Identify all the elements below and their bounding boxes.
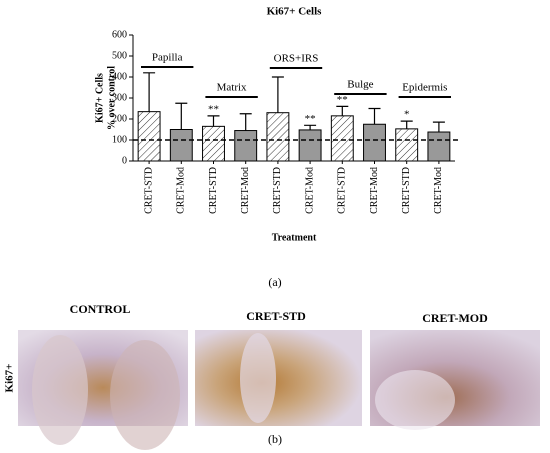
- x-tick-label: CRET-Mod: [433, 167, 444, 214]
- x-tick-label: CRET-STD: [143, 167, 154, 214]
- x-tick-label: CRET-STD: [337, 167, 348, 214]
- bar: [363, 123, 386, 162]
- column-label: CRET-MOD: [422, 311, 488, 325]
- group-label: Bulge: [347, 79, 373, 91]
- bar: [330, 115, 354, 162]
- y-tick-label: 0: [122, 155, 127, 166]
- bar: [234, 130, 258, 162]
- significance: **: [337, 94, 348, 106]
- significance: **: [208, 103, 219, 115]
- row-label: Ki67+: [4, 364, 16, 393]
- y-tick-label: 500: [112, 50, 127, 61]
- y-tick-label: 100: [112, 134, 127, 145]
- group-label: Epidermis: [402, 82, 447, 94]
- bar: [266, 112, 290, 162]
- x-tick-label: CRET-STD: [401, 167, 412, 214]
- chart-title: Ki67+ Cells: [267, 6, 323, 18]
- significance: **: [305, 113, 316, 125]
- y-tick-label: 200: [112, 113, 127, 124]
- error-bar: [336, 105, 349, 116]
- group-label: ORS+IRS: [274, 53, 319, 65]
- x-tick-label: CRET-Mod: [176, 167, 187, 214]
- error-bar: [271, 76, 284, 113]
- bar: [298, 129, 322, 162]
- bar: [169, 129, 193, 162]
- error-bar: [239, 113, 252, 131]
- significance: *: [404, 109, 410, 121]
- error-bar: [400, 120, 413, 129]
- y-axis-label: % over control: [106, 66, 117, 130]
- y-tick-label: 300: [112, 92, 127, 103]
- error-bar: [304, 124, 317, 130]
- bar: [395, 128, 419, 162]
- x-tick-label: CRET-Mod: [240, 167, 251, 214]
- bar: [202, 125, 225, 162]
- x-tick-label: CRET-Mod: [369, 167, 380, 214]
- panel-label: (a): [268, 275, 281, 289]
- y-axis-label: Ki67+ Cells: [94, 73, 105, 123]
- error-bar: [432, 121, 445, 133]
- bar: [137, 111, 161, 162]
- panel-label: (b): [268, 432, 282, 446]
- column-label: CRET-STD: [246, 309, 306, 323]
- y-tick-label: 400: [112, 71, 127, 82]
- error-bar: [175, 102, 188, 130]
- x-tick-label: CRET-STD: [272, 167, 283, 214]
- bar: [427, 131, 451, 162]
- error-bar: [368, 107, 381, 125]
- error-bar: [207, 115, 220, 127]
- micrographs: [18, 330, 540, 450]
- x-tick-label: CRET-STD: [208, 167, 219, 214]
- micrograph: [195, 330, 362, 426]
- column-label: CONTROL: [70, 302, 131, 316]
- y-tick-label: 600: [112, 29, 127, 40]
- error-bar: [143, 72, 156, 112]
- x-axis-label: Treatment: [272, 232, 317, 243]
- group-label: Papilla: [152, 52, 183, 64]
- x-tick-label: CRET-Mod: [304, 167, 315, 214]
- group-label: Matrix: [217, 82, 247, 94]
